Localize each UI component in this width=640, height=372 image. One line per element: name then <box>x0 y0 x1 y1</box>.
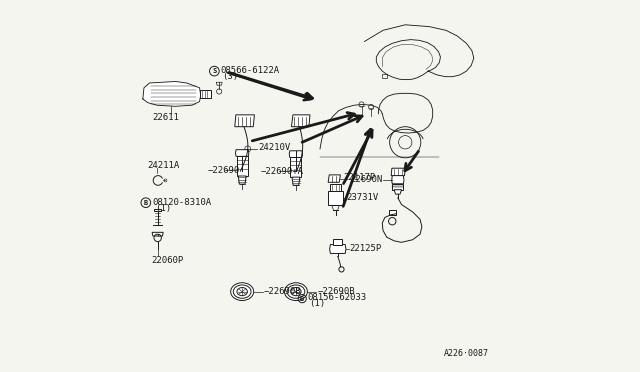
Ellipse shape <box>291 288 301 296</box>
Text: 24211A: 24211A <box>148 161 180 170</box>
Polygon shape <box>388 210 396 215</box>
Polygon shape <box>392 176 404 184</box>
Polygon shape <box>328 191 343 205</box>
Text: 23731V: 23731V <box>347 193 379 202</box>
Polygon shape <box>200 90 211 98</box>
Polygon shape <box>330 184 342 191</box>
Text: −22690: −22690 <box>208 166 241 175</box>
Text: 24210V: 24210V <box>258 143 291 152</box>
Polygon shape <box>291 157 301 177</box>
Polygon shape <box>328 175 340 182</box>
Text: 22125P: 22125P <box>349 244 382 253</box>
Text: (1): (1) <box>309 299 325 308</box>
Polygon shape <box>292 177 300 185</box>
Text: −22690B: −22690B <box>264 287 301 296</box>
Text: 08120-8310A: 08120-8310A <box>152 198 212 207</box>
Polygon shape <box>394 190 401 194</box>
Text: (1): (1) <box>155 204 172 213</box>
Ellipse shape <box>284 283 307 301</box>
Circle shape <box>244 146 251 152</box>
Polygon shape <box>289 151 303 157</box>
Ellipse shape <box>237 288 248 296</box>
Ellipse shape <box>230 283 253 301</box>
Text: S: S <box>212 68 216 74</box>
Polygon shape <box>236 150 249 156</box>
Text: 22060P: 22060P <box>152 256 184 264</box>
Text: 08156-62033: 08156-62033 <box>307 294 367 302</box>
Text: 08566-6122A: 08566-6122A <box>221 66 280 75</box>
Text: (3): (3) <box>223 72 239 81</box>
Ellipse shape <box>287 285 305 298</box>
Text: −22690B: −22690B <box>317 287 355 296</box>
Polygon shape <box>391 168 405 176</box>
Text: 22611: 22611 <box>153 113 180 122</box>
Text: 22690N: 22690N <box>350 175 382 184</box>
Polygon shape <box>291 115 310 127</box>
Polygon shape <box>333 238 342 244</box>
Polygon shape <box>238 176 246 184</box>
Polygon shape <box>235 115 255 127</box>
Text: B: B <box>144 200 148 206</box>
Text: B: B <box>300 296 305 302</box>
Ellipse shape <box>233 285 251 298</box>
Polygon shape <box>392 184 403 190</box>
Text: −22690+A: −22690+A <box>260 167 304 176</box>
Text: A226·0087: A226·0087 <box>444 349 489 358</box>
Text: 22117P: 22117P <box>343 173 375 182</box>
Polygon shape <box>143 81 201 106</box>
Polygon shape <box>237 156 248 176</box>
Polygon shape <box>330 244 346 253</box>
